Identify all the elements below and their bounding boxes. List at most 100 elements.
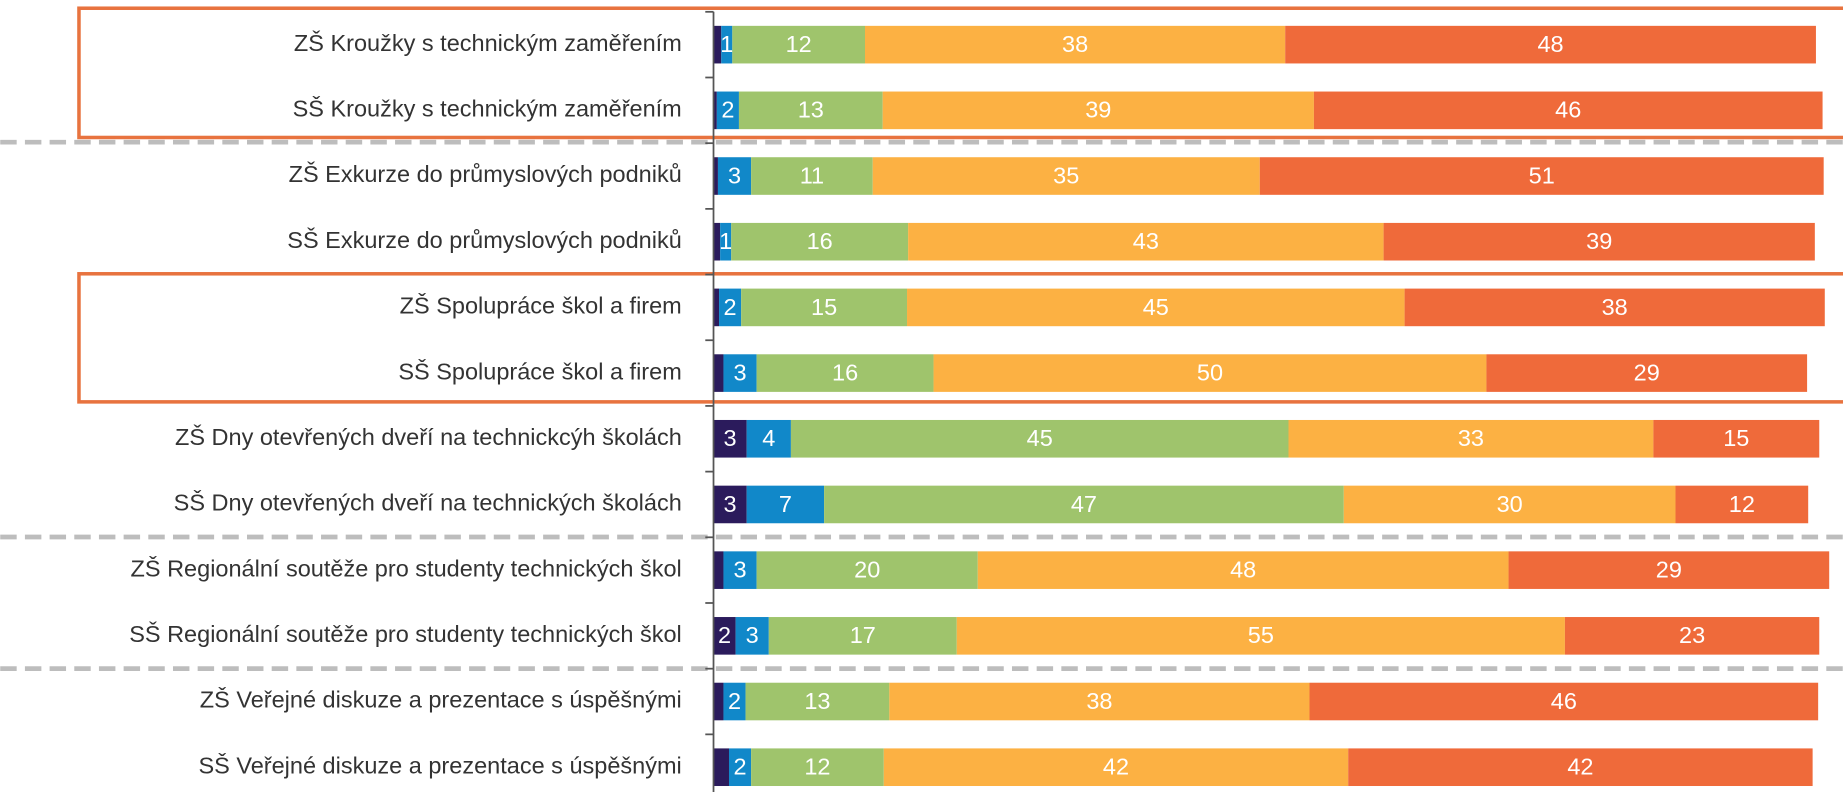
data-label: 15 bbox=[811, 294, 837, 320]
data-label: 45 bbox=[1027, 425, 1053, 451]
bar-segment bbox=[907, 288, 1405, 327]
bar-segment bbox=[732, 25, 865, 64]
bar-segment bbox=[956, 617, 1565, 655]
category-label: SŠ Dny otevřených dveří na technických š… bbox=[174, 489, 682, 516]
bar-segment bbox=[746, 485, 825, 524]
data-label: 3 bbox=[724, 491, 737, 517]
data-label: 16 bbox=[807, 228, 833, 254]
data-label: 39 bbox=[1586, 228, 1612, 254]
bar-segment bbox=[908, 222, 1384, 261]
bar-segment bbox=[864, 25, 1286, 64]
data-label: 2 bbox=[724, 294, 737, 320]
decor bbox=[0, 6, 1843, 671]
data-label: 29 bbox=[1656, 557, 1682, 583]
bar-segment bbox=[889, 682, 1310, 721]
data-label: 51 bbox=[1529, 162, 1555, 188]
data-label: 2 bbox=[721, 97, 734, 123]
data-label: 3 bbox=[724, 425, 737, 451]
data-label: 13 bbox=[798, 97, 824, 123]
data-label: 2 bbox=[728, 688, 741, 714]
category-label: SŠ Kroužky s technickým zaměřením bbox=[293, 95, 682, 122]
data-label: 4 bbox=[762, 425, 775, 451]
data-label: 46 bbox=[1555, 97, 1581, 123]
data-label: 3 bbox=[734, 557, 747, 583]
data-label: 43 bbox=[1133, 228, 1159, 254]
bar-segment bbox=[1508, 551, 1830, 589]
data-label: 17 bbox=[850, 622, 876, 648]
bar-segment bbox=[1285, 25, 1816, 64]
bar-segment bbox=[713, 25, 722, 64]
data-label: 55 bbox=[1248, 622, 1274, 648]
bar-segment bbox=[723, 551, 757, 589]
bar-segment bbox=[1309, 682, 1819, 721]
bar-segment bbox=[768, 617, 957, 655]
bar-segment bbox=[1675, 485, 1809, 524]
bar-segment bbox=[741, 288, 908, 327]
bar-segment bbox=[713, 91, 717, 130]
category-label: SŠ Exkurze do průmyslových podniků bbox=[287, 226, 681, 253]
bar-segment bbox=[872, 157, 1260, 195]
data-label: 16 bbox=[832, 359, 858, 385]
bar-segment bbox=[1653, 419, 1820, 458]
data-label: 45 bbox=[1143, 294, 1169, 320]
data-label: 38 bbox=[1602, 294, 1628, 320]
data-label: 42 bbox=[1103, 754, 1129, 780]
data-label: 42 bbox=[1567, 754, 1593, 780]
data-label: 46 bbox=[1551, 688, 1577, 714]
bar-segment bbox=[713, 288, 720, 327]
data-label: 13 bbox=[804, 688, 830, 714]
data-label: 12 bbox=[786, 31, 812, 57]
data-label: 15 bbox=[1723, 425, 1749, 451]
data-label: 3 bbox=[728, 162, 741, 188]
data-label: 33 bbox=[1458, 425, 1484, 451]
bar-segment bbox=[716, 91, 739, 130]
bar-segment bbox=[713, 485, 747, 524]
category-label: ZŠ Veřejné diskuze a prezentace s úspěšn… bbox=[200, 686, 682, 713]
bar-segment bbox=[720, 222, 732, 261]
category-label: ZŠ Exkurze do průmyslových podniků bbox=[289, 160, 682, 187]
bar-segment bbox=[713, 617, 736, 655]
data-label: 12 bbox=[1729, 491, 1755, 517]
bar-segment bbox=[882, 91, 1314, 130]
bar-segment bbox=[1348, 748, 1813, 787]
bar-segment bbox=[719, 288, 742, 327]
data-label: 2 bbox=[718, 622, 731, 648]
data-label: 2 bbox=[734, 754, 747, 780]
bar-segment bbox=[713, 748, 729, 787]
category-label: ZŠ Kroužky s technickým zaměřením bbox=[294, 29, 682, 56]
bar-segment bbox=[713, 419, 747, 458]
bar-segment bbox=[746, 419, 791, 458]
bar-segment bbox=[713, 682, 724, 721]
bar-segment bbox=[790, 419, 1289, 458]
data-label: 1 bbox=[719, 228, 732, 254]
bar-segment bbox=[717, 157, 752, 195]
bar-segment bbox=[728, 748, 752, 787]
data-label: 3 bbox=[746, 622, 759, 648]
data-label: 7 bbox=[779, 491, 792, 517]
bar-segment bbox=[745, 682, 890, 721]
bar-segment bbox=[1288, 419, 1654, 458]
data-label: 20 bbox=[854, 557, 880, 583]
bar-segment bbox=[1486, 354, 1808, 392]
bar-segment bbox=[713, 354, 724, 392]
highlight-box bbox=[77, 6, 1843, 140]
data-label: 1 bbox=[720, 31, 733, 57]
bar-segment bbox=[751, 748, 884, 787]
category-label: SŠ Regionální soutěže pro studenty techn… bbox=[129, 620, 682, 647]
data-label: 38 bbox=[1086, 688, 1112, 714]
data-label: 50 bbox=[1197, 359, 1223, 385]
bar-segment bbox=[1383, 222, 1815, 261]
highlight-box bbox=[77, 272, 1843, 404]
data-label: 3 bbox=[734, 359, 747, 385]
bar-segment bbox=[723, 354, 757, 392]
data-label: 47 bbox=[1071, 491, 1097, 517]
bar-segment bbox=[756, 354, 934, 392]
bar-segment bbox=[751, 157, 873, 195]
bar-segment bbox=[1259, 157, 1824, 195]
category-label: ZŠ Dny otevřených dveří na technickcýh š… bbox=[175, 423, 682, 450]
bar-segment bbox=[756, 551, 978, 589]
bar-segment bbox=[1313, 91, 1823, 130]
bar-segment bbox=[731, 222, 909, 261]
bar-segment bbox=[738, 91, 883, 130]
